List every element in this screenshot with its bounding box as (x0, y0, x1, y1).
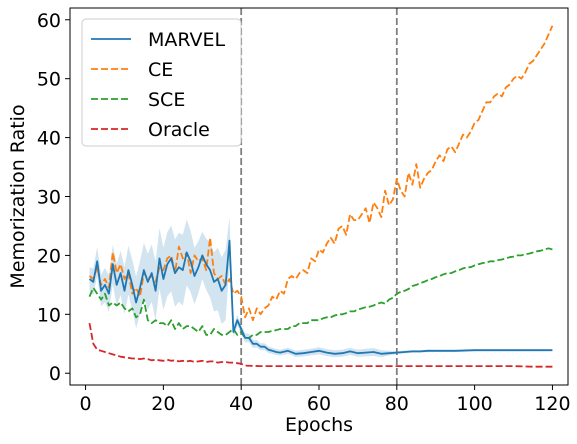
series-line-oracle (88, 322, 553, 368)
x-tick-label: 100 (456, 393, 492, 415)
legend-label-sce: SCE (148, 89, 185, 111)
y-tick-label: 20 (37, 245, 61, 267)
series-line-marvel (88, 239, 553, 355)
axes: 0 20 40 60 80 100 120 0 10 20 30 40 50 60 (37, 7, 571, 415)
y-tick-label: 30 (37, 187, 61, 209)
marvel-confidence-band (89, 217, 553, 358)
y-axis-label: Memorization Ratio (7, 104, 29, 288)
x-tick-label: 120 (534, 393, 570, 415)
y-tick-label: 0 (49, 363, 61, 385)
x-tick-label: 80 (385, 393, 409, 415)
y-tick-label: 40 (37, 128, 61, 150)
y-tick-label: 10 (37, 304, 61, 326)
legend-label-ce: CE (148, 59, 173, 81)
x-axis-label: Epochs (285, 414, 353, 436)
legend-label-marvel: MARVEL (148, 29, 226, 51)
legend: MARVEL CE SCE Oracle (81, 18, 242, 147)
x-tick-label: 20 (151, 393, 175, 415)
legend-label-oracle: Oracle (148, 119, 210, 141)
x-tick-label: 60 (307, 393, 331, 415)
y-tick-label: 50 (37, 69, 61, 91)
legend-box (81, 18, 242, 147)
x-tick-label: 40 (229, 393, 253, 415)
x-tick-label: 0 (80, 393, 92, 415)
y-tick-label: 60 (37, 10, 61, 32)
series-line-ce (88, 25, 554, 322)
